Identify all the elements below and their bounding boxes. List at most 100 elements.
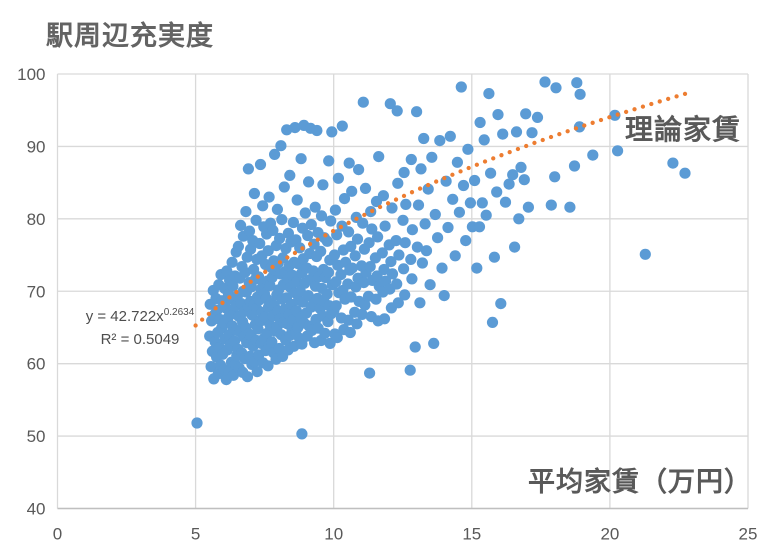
x-tick-label: 10 bbox=[324, 525, 343, 544]
data-point bbox=[373, 151, 385, 163]
data-point bbox=[491, 186, 503, 198]
data-point bbox=[328, 249, 341, 261]
data-point bbox=[451, 156, 463, 168]
data-point bbox=[282, 227, 294, 239]
data-point bbox=[326, 126, 338, 138]
data-point bbox=[364, 261, 376, 273]
data-point bbox=[359, 182, 372, 194]
data-point bbox=[639, 248, 651, 260]
data-point bbox=[432, 232, 444, 244]
data-point bbox=[391, 278, 403, 290]
data-point bbox=[335, 269, 347, 281]
scatter-points bbox=[191, 76, 691, 440]
data-point bbox=[406, 224, 418, 236]
data-point bbox=[240, 206, 252, 218]
data-point bbox=[342, 314, 354, 326]
data-point bbox=[485, 167, 497, 179]
data-point bbox=[492, 109, 504, 121]
data-point bbox=[444, 130, 456, 142]
data-point bbox=[416, 257, 428, 269]
data-point bbox=[568, 160, 581, 172]
data-point bbox=[409, 341, 421, 353]
data-point bbox=[550, 82, 562, 94]
data-point bbox=[549, 171, 561, 183]
data-point bbox=[398, 166, 410, 179]
data-point bbox=[449, 250, 461, 262]
data-point bbox=[473, 221, 486, 233]
data-point bbox=[322, 266, 335, 278]
data-point bbox=[274, 232, 286, 244]
data-point bbox=[356, 308, 368, 320]
data-point bbox=[378, 263, 390, 276]
data-point bbox=[353, 164, 365, 176]
data-point bbox=[379, 220, 391, 232]
data-point bbox=[392, 297, 404, 309]
data-point bbox=[460, 235, 472, 247]
data-point bbox=[296, 338, 308, 350]
data-point bbox=[359, 299, 371, 311]
data-point bbox=[571, 77, 583, 89]
data-point bbox=[378, 313, 391, 325]
data-point bbox=[357, 96, 369, 108]
data-point bbox=[442, 221, 454, 234]
data-point bbox=[315, 210, 328, 222]
data-point bbox=[520, 108, 532, 120]
data-point bbox=[476, 197, 488, 209]
data-point bbox=[679, 167, 691, 179]
data-point bbox=[332, 172, 344, 184]
data-point bbox=[254, 237, 266, 250]
data-point bbox=[294, 242, 306, 254]
data-point bbox=[574, 88, 586, 100]
data-point bbox=[330, 300, 342, 312]
y-tick-label: 90 bbox=[27, 137, 46, 156]
equation-line2-r-squared: R² = 0.5049 bbox=[100, 331, 180, 348]
data-point bbox=[239, 266, 251, 278]
data-point bbox=[522, 201, 535, 213]
axis-tick-labels: 40 50 60 70 80 90 100 0 5 10 15 20 25 bbox=[17, 65, 757, 544]
data-point bbox=[411, 106, 423, 118]
data-point bbox=[545, 199, 557, 211]
data-point bbox=[424, 279, 436, 291]
data-point bbox=[243, 225, 256, 237]
data-point bbox=[508, 241, 521, 253]
data-point bbox=[429, 208, 441, 221]
data-point bbox=[510, 126, 523, 138]
data-point bbox=[464, 197, 476, 209]
data-point bbox=[364, 367, 376, 379]
data-point bbox=[457, 179, 470, 192]
data-point bbox=[418, 132, 430, 145]
data-point bbox=[329, 204, 341, 216]
data-point bbox=[434, 135, 446, 147]
data-point bbox=[398, 263, 410, 275]
data-point bbox=[358, 277, 370, 289]
data-point bbox=[242, 163, 254, 175]
y-tick-label: 100 bbox=[17, 65, 45, 84]
data-point bbox=[344, 326, 356, 339]
equation-line1: y = 42.722x0.2634 bbox=[85, 307, 195, 325]
data-point bbox=[406, 273, 418, 285]
x-tick-label: 25 bbox=[739, 525, 758, 544]
data-point bbox=[262, 360, 274, 372]
data-point bbox=[289, 122, 301, 134]
x-tick-label: 20 bbox=[600, 525, 619, 544]
data-point bbox=[386, 202, 398, 214]
data-point bbox=[471, 262, 483, 274]
data-point bbox=[526, 127, 538, 139]
data-point bbox=[323, 155, 335, 167]
data-point bbox=[377, 190, 389, 202]
x-tick-label: 5 bbox=[191, 525, 200, 544]
data-point bbox=[564, 201, 576, 213]
data-point bbox=[499, 196, 512, 208]
data-point bbox=[478, 134, 490, 146]
data-point bbox=[345, 240, 357, 252]
data-point bbox=[392, 177, 404, 189]
data-point bbox=[299, 207, 311, 219]
y-tick-label: 70 bbox=[27, 282, 46, 301]
data-point bbox=[495, 298, 507, 310]
data-point bbox=[271, 203, 283, 215]
data-point bbox=[507, 169, 519, 181]
data-point bbox=[296, 428, 308, 440]
data-point bbox=[462, 143, 474, 155]
data-point bbox=[480, 209, 492, 221]
